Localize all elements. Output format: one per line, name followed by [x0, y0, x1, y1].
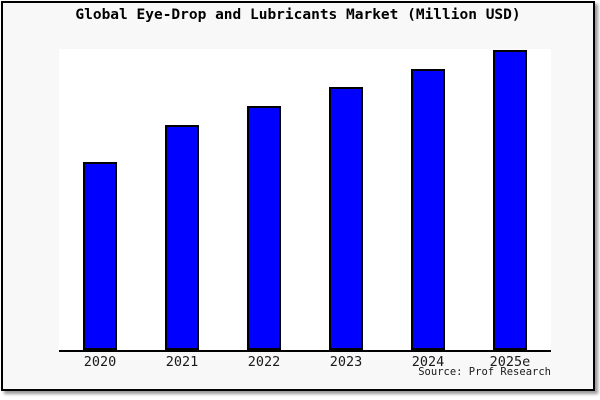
chart-title: Global Eye-Drop and Lubricants Market (M… [75, 7, 521, 23]
x-tick-label-2022: 2022 [247, 354, 281, 370]
bar-slot-2025e [469, 49, 551, 350]
x-tick-label-2021: 2021 [165, 354, 199, 370]
x-tick-label-2020: 2020 [83, 354, 117, 370]
bar-2024 [411, 69, 445, 350]
bar-2025e [493, 49, 527, 350]
bar-2022 [247, 105, 281, 350]
bar-slot-2023 [305, 49, 387, 350]
x-tick-label-2023: 2023 [329, 354, 363, 370]
x-axis-labels: 2020 2021 2022 2023 2024 2025e [59, 354, 551, 370]
bar-slot-2020 [59, 49, 141, 350]
chart-frame: Global Eye-Drop and Lubricants Market (M… [1, 1, 595, 391]
bar-2021 [165, 125, 199, 350]
bar-slot-2022 [223, 49, 305, 350]
bar-2023 [329, 86, 363, 350]
bar-2020 [83, 161, 117, 350]
x-tick-label-2025e: 2025e [489, 354, 531, 370]
source-credit: Source: Prof Research [418, 366, 551, 378]
x-tick-label-2024: 2024 [411, 354, 445, 370]
bar-slot-2024 [387, 49, 469, 350]
plot-area [59, 49, 551, 352]
bar-slot-2021 [141, 49, 223, 350]
